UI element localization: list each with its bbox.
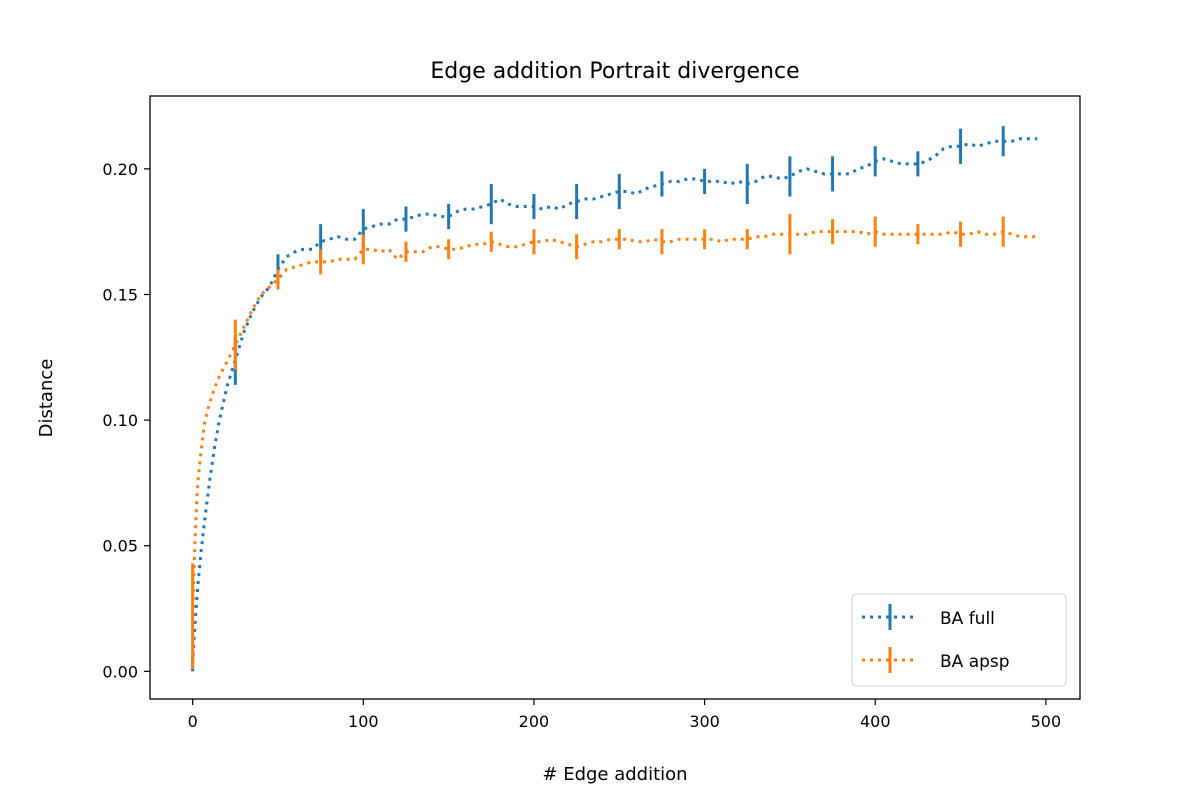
- x-tick-label: 100: [348, 712, 379, 731]
- x-axis: 0 100 200 300 400 500: [188, 699, 1062, 731]
- y-tick-label: 0.00: [102, 662, 138, 681]
- y-tick-label: 0.05: [102, 537, 138, 556]
- x-tick-label: 300: [689, 712, 720, 731]
- chart-title: Edge addition Portrait divergence: [430, 59, 799, 84]
- y-tick-label: 0.10: [102, 411, 138, 430]
- y-axis-label: Distance: [36, 359, 57, 438]
- legend-box: [851, 593, 1067, 687]
- legend-label: BA full: [940, 609, 995, 629]
- x-tick-label: 500: [1031, 712, 1062, 731]
- legend-entries: BA full BA apsp: [862, 604, 1010, 673]
- legend: BA full BA apsp: [851, 593, 1067, 687]
- y-tick-label: 0.15: [102, 285, 138, 304]
- plot-frame: [149, 95, 1081, 700]
- series-line-1: [191, 137, 1038, 664]
- y-axis: 0.00 0.05 0.10 0.15 0.20: [102, 160, 150, 681]
- y-tick-label: 0.20: [102, 160, 138, 179]
- x-axis-label: # Edge addition: [542, 764, 687, 785]
- x-tick-label: 400: [860, 712, 891, 731]
- x-tick-label: 0: [188, 712, 198, 731]
- series-line-2: [191, 230, 1038, 617]
- x-tick-label: 200: [519, 712, 550, 731]
- legend-label: BA apsp: [940, 652, 1010, 672]
- plot-content: [191, 126, 1038, 672]
